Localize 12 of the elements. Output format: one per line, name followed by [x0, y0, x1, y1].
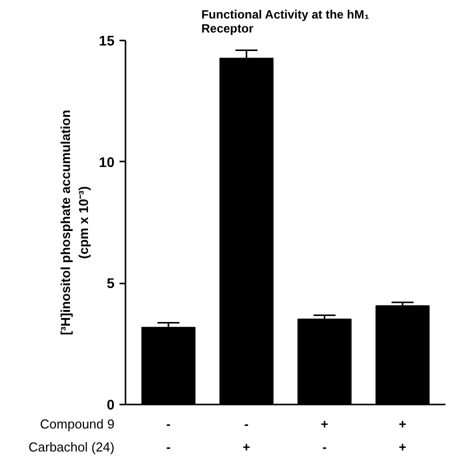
text: Compound 9	[40, 416, 115, 432]
y-tick-label: 5	[106, 275, 115, 292]
y-tick-label: 0	[106, 396, 115, 412]
x-tick-label: - -	[166, 416, 171, 454]
text: Carbachol (24)	[28, 440, 115, 454]
y-tick-label: 15	[98, 32, 115, 48]
x-tick-label: + -	[320, 416, 329, 454]
chart-title: Functional Activity at the hM₁ Receptor	[201, 8, 370, 36]
y-axis-title: [³H]inositol phosphate accumulation (cpm x 10⁻³)	[58, 110, 91, 336]
x-tick-label: + +	[398, 416, 407, 454]
x-tick-label: - +	[242, 416, 251, 454]
y-tick-label: 10	[98, 154, 115, 170]
